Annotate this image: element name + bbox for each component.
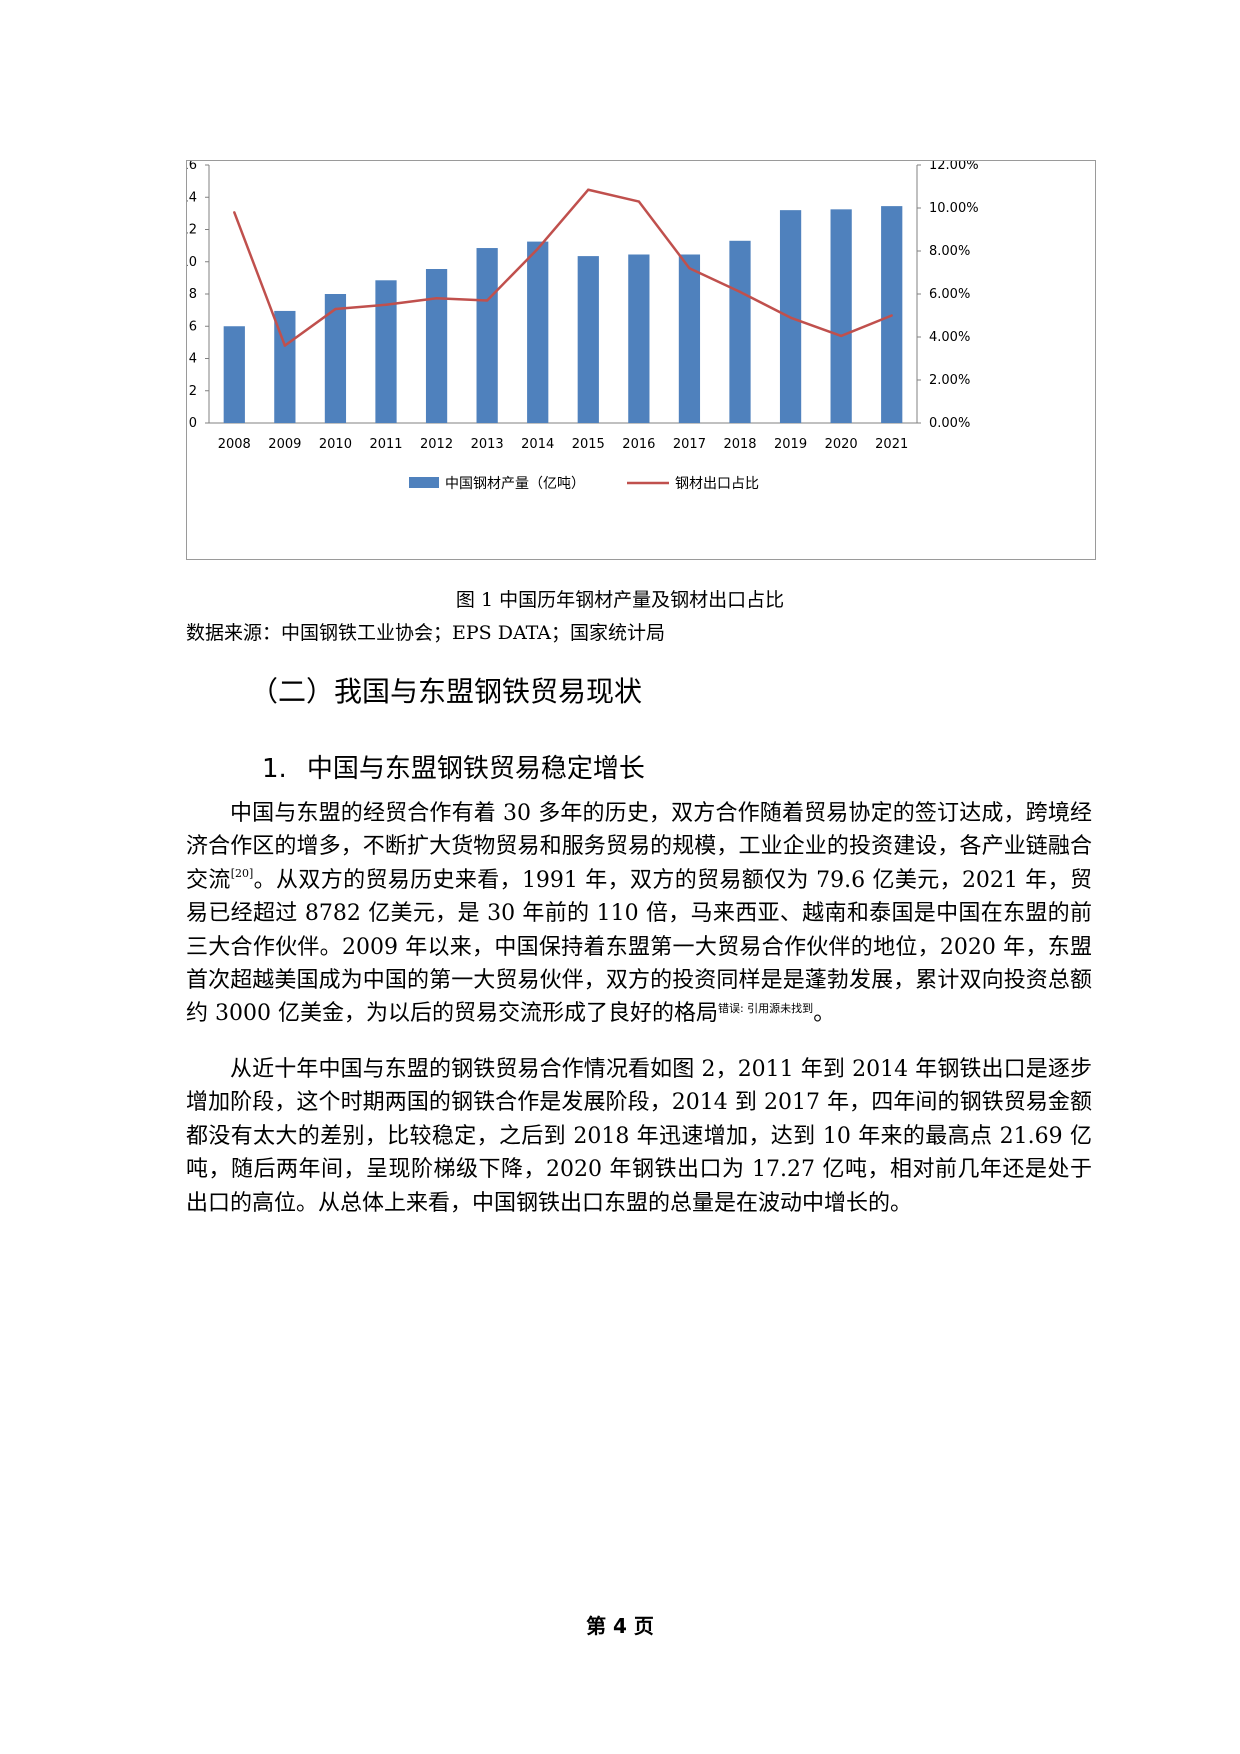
chart-frame: 0 2 4 6 8 10 12 14 16 0.00% 2.00% 4.00% 6.00% 8.00% 10… [186, 160, 1096, 560]
paragraph-1-text-b: 。从双方的贸易历史来看，1991 年，双方的贸易额仅为 79.6 亿美元，202… [186, 867, 1092, 1027]
line-point-2015 [587, 188, 590, 191]
x-tick-label: 2019 [774, 437, 807, 452]
left-tick-label: 8 [189, 287, 197, 302]
bar-2013 [476, 248, 498, 423]
figure-caption: 图 1 中国历年钢材产量及钢材出口占比 [455, 589, 785, 611]
line-point-2009 [283, 344, 287, 347]
bar-2016 [628, 254, 650, 423]
left-tick-label: 14 [187, 190, 197, 205]
line-point-2011 [384, 303, 388, 306]
left-tick-label: 0 [189, 416, 197, 431]
x-tick-label: 2017 [673, 437, 706, 452]
legend-label-bar: 中国钢材产量（亿吨） [445, 476, 585, 492]
paragraph-1: 中国与东盟的经贸合作有着 30 多年的历史，双方合作随着贸易协定的签订达成，跨境… [186, 797, 1092, 1031]
right-tick-label: 0.00% [929, 416, 970, 431]
line-point-2017 [688, 267, 691, 270]
paragraph-1-end: 。 [813, 1001, 836, 1027]
right-tick-label: 12.00% [929, 161, 979, 173]
line-point-2019 [789, 316, 792, 319]
x-tick-label: 2009 [268, 437, 301, 452]
bar-2015 [577, 256, 599, 423]
x-tick-label: 2018 [723, 437, 756, 452]
combo-chart: 0 2 4 6 8 10 12 14 16 0.00% 2.00% 4.00% 6.00% 8.00% 10… [187, 161, 979, 492]
section-heading: （二）我国与东盟钢铁贸易现状 [250, 675, 643, 708]
paragraph-1-text-a: 中国与东盟的经贸合作有着 30 多年的历史，双方合作随着贸易协定的签订达成，跨境… [186, 801, 1092, 893]
left-tick-label: 10 [187, 255, 197, 270]
line-series-export-share [233, 188, 893, 347]
bar-2009 [274, 310, 296, 423]
x-tick-label: 2016 [622, 437, 655, 452]
x-tick-label: 2020 [825, 437, 858, 452]
right-tick-label: 8.00% [929, 244, 970, 259]
line-point-2018 [738, 290, 742, 294]
line-point-2020 [839, 334, 843, 338]
line-point-2016 [637, 200, 641, 203]
subsection-number: 1. [262, 754, 287, 784]
bar-2008 [223, 326, 245, 423]
legend-swatch-bar [409, 477, 439, 488]
paragraph-2: 从近十年中国与东盟的钢铁贸易合作情况看如图 2，2011 年到 2014 年钢铁… [186, 1057, 1092, 1216]
bar-2017 [678, 254, 701, 423]
bar-2011 [375, 280, 397, 423]
bar-2010 [324, 294, 347, 423]
legend-label-line: 钢材出口占比 [675, 476, 759, 492]
right-tick-label: 10.00% [929, 201, 979, 216]
left-tick-label: 12 [187, 223, 197, 238]
x-tick-label: 2011 [369, 437, 402, 452]
page-number: 第 4 页 [586, 1614, 654, 1638]
x-tick-label: 2021 [875, 437, 908, 452]
x-tick-label: 2012 [420, 437, 453, 452]
left-tick-label: 6 [189, 319, 197, 334]
citation-ref[interactable]: [20] [230, 866, 254, 880]
bar-2012 [425, 269, 448, 423]
right-tick-label: 2.00% [929, 373, 970, 388]
line-point-2010 [334, 307, 337, 311]
line-point-2013 [485, 299, 489, 302]
line-point-2014 [536, 247, 539, 251]
subsection-heading: 1. 中国与东盟钢铁贸易稳定增长 [262, 748, 645, 785]
x-tick-label: 2010 [319, 437, 352, 452]
bar-2018 [729, 240, 751, 423]
x-tick-label: 2008 [218, 437, 251, 452]
right-tick-label: 6.00% [929, 287, 970, 302]
bar-2020 [830, 209, 852, 423]
line-point-2008 [233, 211, 236, 214]
x-tick-label: 2013 [471, 437, 504, 452]
x-tick-label: 2015 [572, 437, 605, 452]
x-tick-label: 2014 [521, 437, 554, 452]
left-tick-label: 2 [189, 384, 197, 399]
bar-2014 [527, 241, 549, 423]
left-tick-label: 16 [187, 161, 197, 173]
line-point-2021 [890, 314, 893, 317]
line-point-2012 [435, 297, 438, 300]
right-tick-label: 4.00% [929, 330, 970, 345]
subsection-title: 中国与东盟钢铁贸易稳定增长 [306, 754, 645, 784]
data-source-note: 数据来源：中国钢铁工业协会；EPS DATA；国家统计局 [186, 622, 665, 644]
left-tick-label: 4 [189, 352, 197, 367]
citation-error: 错误: 引用源未找到 [717, 1002, 814, 1016]
